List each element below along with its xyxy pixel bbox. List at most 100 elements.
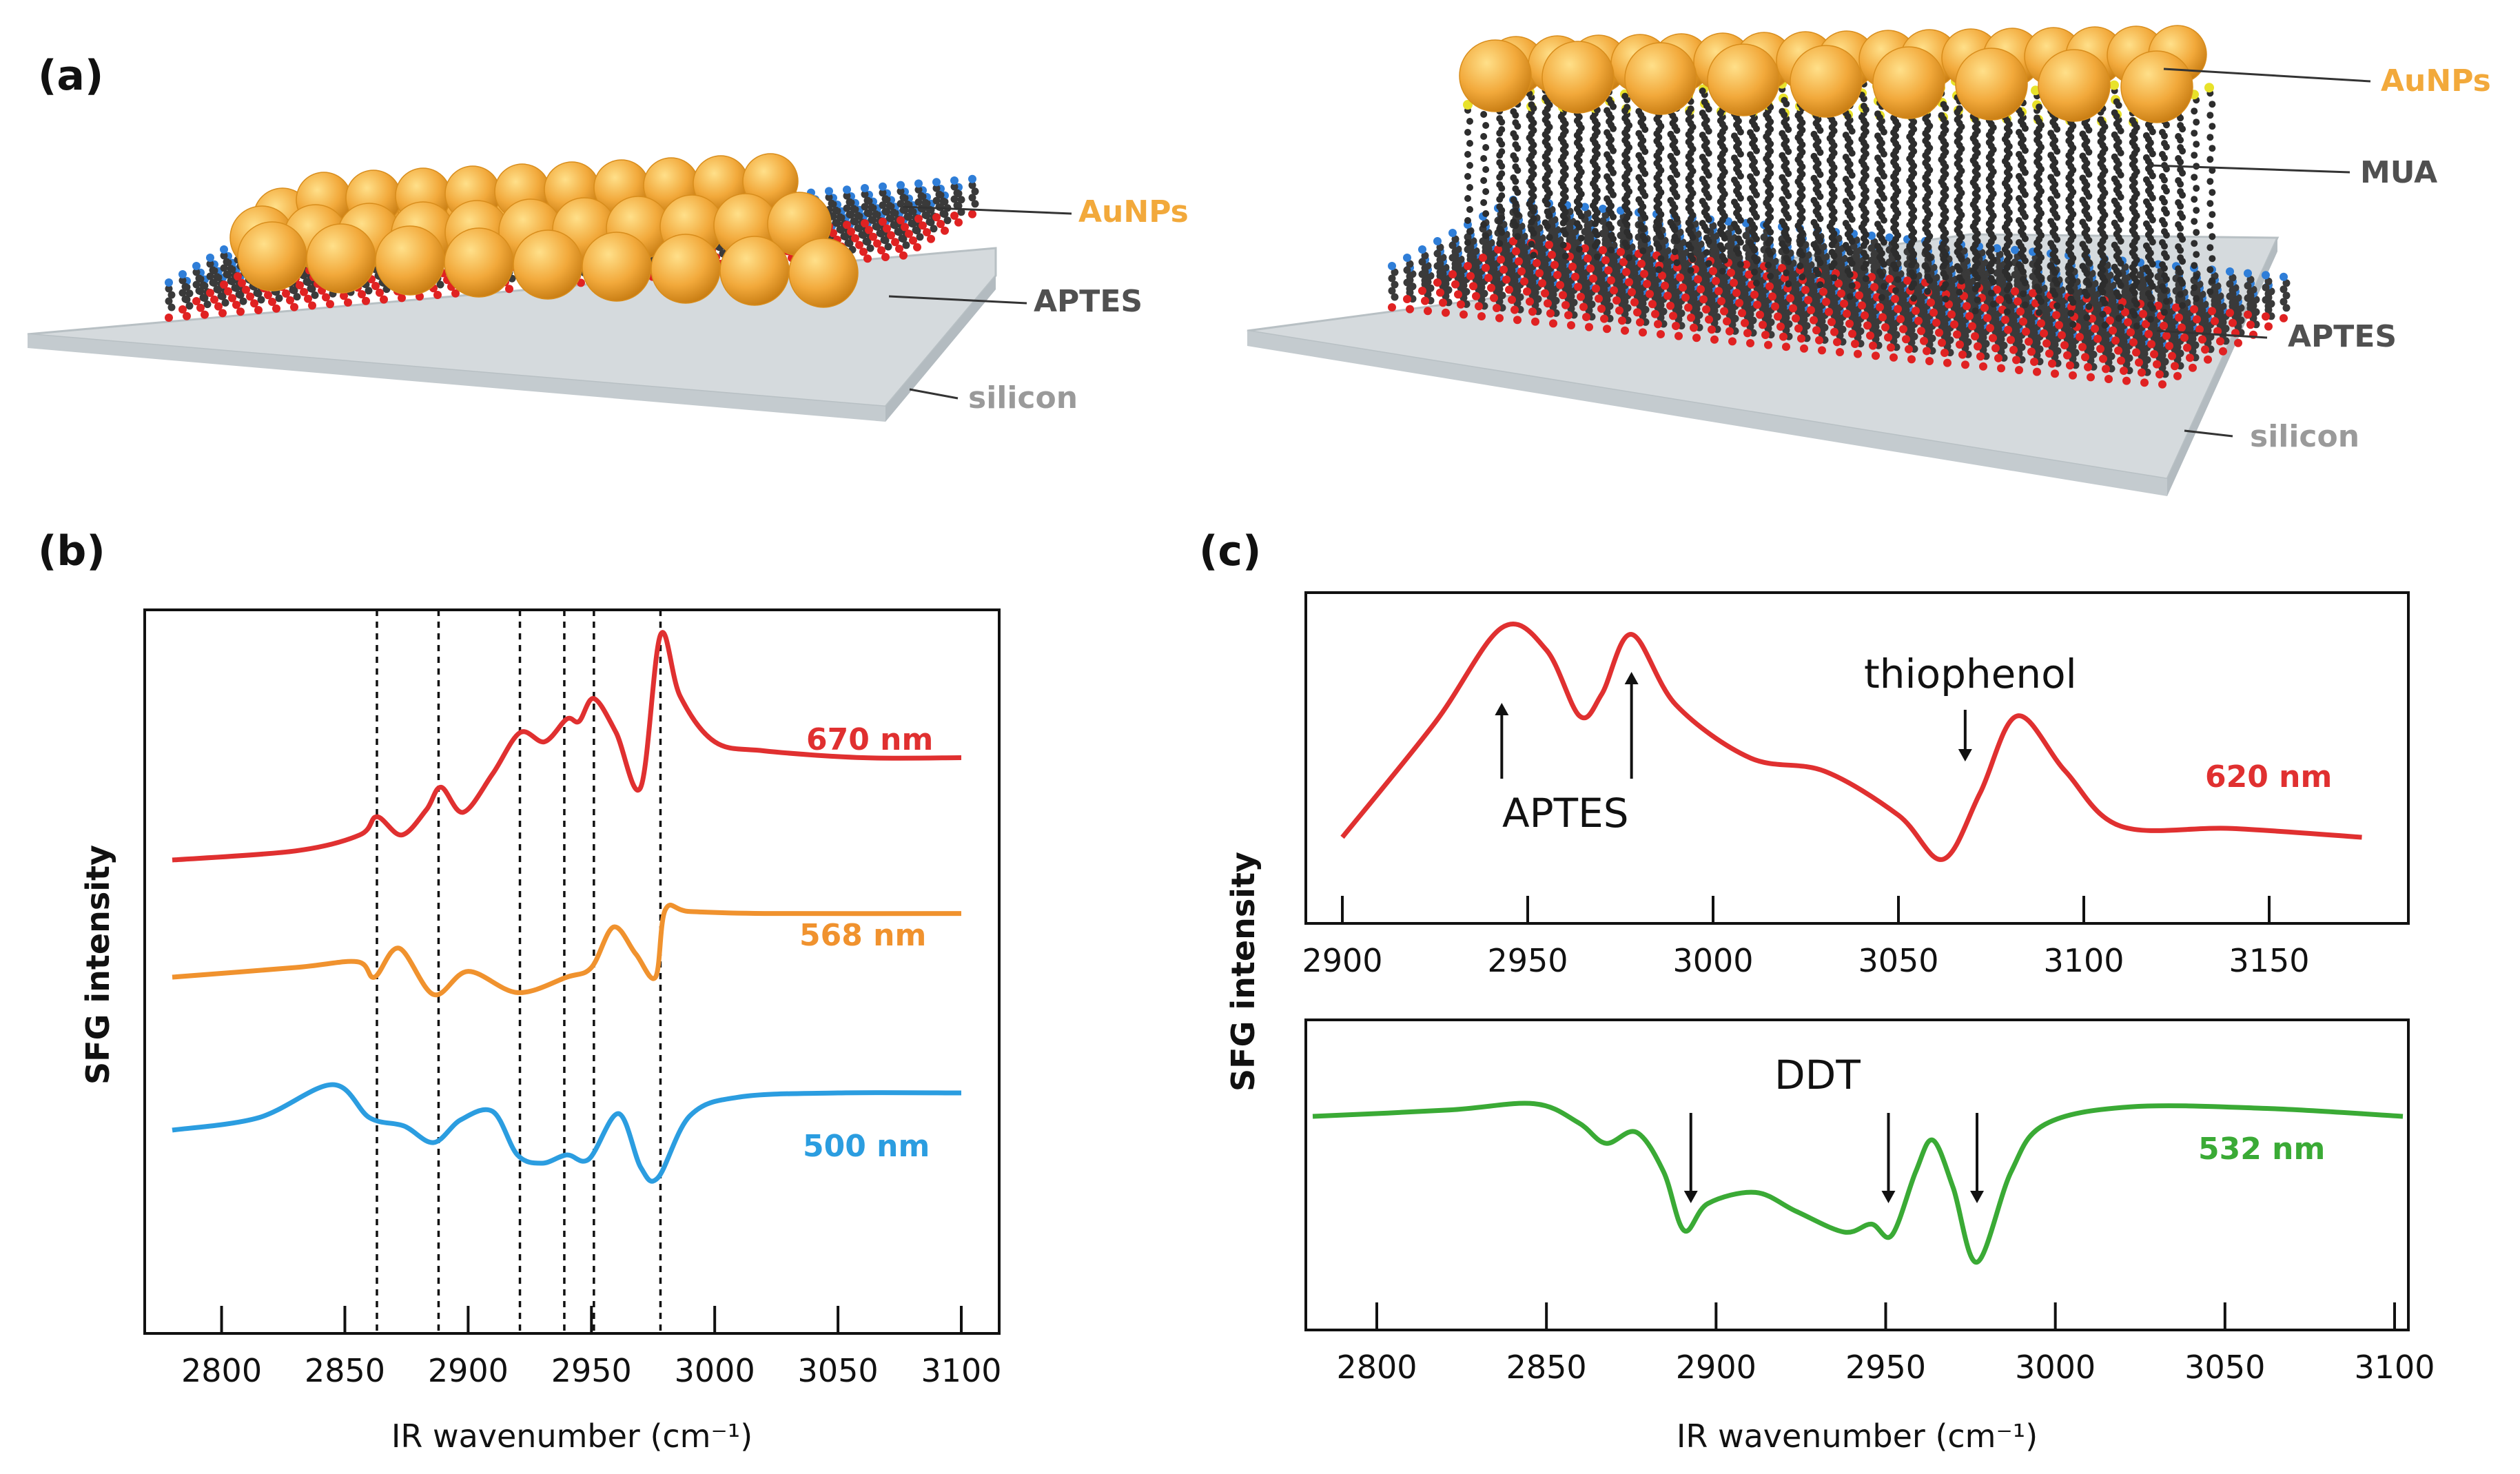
oxygen-atom [210, 295, 218, 304]
carbon-atom [192, 280, 201, 289]
carbon-atom [939, 197, 947, 205]
oxygen-atom [2016, 307, 2025, 316]
oxygen-atom [1515, 257, 1523, 266]
oxygen-atom [1433, 278, 1442, 287]
mua-carbon [1987, 289, 1995, 297]
carbon-atom [899, 206, 908, 214]
mua-carbon [1466, 184, 1473, 191]
oxygen-atom [1464, 262, 1472, 270]
oxygen-atom [1493, 304, 1501, 312]
oxygen-atom [1837, 289, 1845, 298]
oxygen-atom [1603, 325, 1611, 334]
carbon-atom [289, 286, 297, 294]
oxygen-atom [1725, 327, 1734, 336]
mua-carbon [1528, 240, 1535, 248]
oxygen-atom [1442, 308, 1450, 317]
oxygen-atom [941, 226, 949, 235]
oxygen-atom [1996, 295, 2004, 304]
oxygen-atom [1663, 291, 1672, 300]
oxygen-atom [268, 298, 276, 306]
nitrogen-atom [932, 178, 941, 187]
oxygen-atom [2244, 310, 2252, 319]
carbon-atom [1421, 264, 1429, 272]
oxygen-atom [1925, 357, 1934, 365]
mua-carbon [1848, 282, 1856, 289]
carbon-atom [213, 285, 221, 294]
oxygen-atom [1854, 349, 1862, 358]
carbon-atom [1388, 274, 1396, 283]
oxygen-atom [1974, 342, 1982, 351]
oxygen-atom [246, 292, 254, 301]
oxygen-atom [1615, 306, 1623, 315]
carbon-atom [914, 198, 923, 206]
oxygen-atom [2093, 334, 2102, 343]
oxygen-atom [1676, 273, 1684, 282]
oxygen-atom [2004, 325, 2012, 334]
oxygen-atom [1961, 360, 1969, 369]
oxygen-atom [1512, 247, 1520, 256]
carbon-atom [1418, 258, 1426, 266]
oxygen-atom [1550, 260, 1559, 269]
oxygen-atom [1510, 305, 1519, 314]
mua-carbon [1466, 206, 1473, 213]
oxygen-atom [1690, 323, 1698, 332]
carbon-atom [213, 273, 221, 281]
carbon-atom [293, 293, 301, 301]
oxygen-atom [1833, 338, 1841, 347]
oxygen-atom [2180, 334, 2189, 342]
oxygen-atom [1746, 339, 1754, 347]
carbon-atom [223, 270, 231, 278]
nitrogen-atom [825, 187, 833, 196]
oxygen-atom [879, 217, 887, 226]
carbon-atom [1448, 254, 1457, 262]
carbon-atom [167, 291, 176, 299]
gold-nanoparticle [306, 223, 376, 294]
oxygen-atom [2069, 371, 2077, 380]
mua-carbon [1482, 122, 1490, 129]
oxygen-atom [1553, 271, 1561, 279]
carbon-atom [858, 231, 866, 239]
carbon-atom [436, 280, 444, 289]
oxygen-atom [2015, 366, 2023, 374]
oxygen-atom [1582, 313, 1590, 321]
oxygen-atom [927, 234, 935, 243]
oxygen-atom [2078, 342, 2087, 351]
oxygen-atom [897, 216, 905, 225]
silicon-slab-left-edge [885, 276, 996, 422]
oxygen-atom [1679, 283, 1687, 292]
oxygen-atom [1556, 280, 1564, 289]
oxygen-atom [847, 227, 855, 236]
carbon-atom [863, 209, 872, 217]
carbon-atom [876, 229, 884, 237]
mua-carbon [1482, 232, 1490, 239]
oxygen-atom [1774, 312, 1782, 321]
carbon-atom [832, 206, 840, 214]
oxygen-atom [236, 307, 245, 316]
nitrogen-atom [897, 181, 905, 190]
oxygen-atom [2183, 343, 2191, 352]
oxygen-atom [1869, 341, 1877, 350]
oxygen-atom [2052, 311, 2060, 320]
mua-carbon [1783, 269, 1790, 276]
oxygen-atom [2264, 322, 2273, 331]
carbon-atom [879, 189, 887, 197]
oxygen-atom [2117, 356, 2125, 365]
carbon-atom [861, 190, 869, 198]
oxygen-atom [2027, 347, 2036, 356]
mua-carbon [1577, 234, 1585, 242]
oxygen-atom [1568, 263, 1577, 271]
oxygen-atom [1730, 278, 1738, 287]
oxygen-atom [1991, 344, 2000, 353]
mua-carbon [1464, 151, 1471, 158]
mua-carbon [1705, 260, 1712, 267]
oxygen-atom [2109, 326, 2117, 335]
mua-carbon [1482, 166, 1490, 173]
oxygen-atom [1618, 316, 1626, 325]
carbon-atom [195, 287, 203, 295]
oxygen-atom [1546, 309, 1555, 318]
oxygen-atom [913, 243, 921, 252]
oxygen-atom [1851, 340, 1859, 348]
oxygen-atom [1753, 300, 1761, 309]
mua-carbon [1894, 276, 1902, 283]
panel-b-label: (b) [38, 527, 105, 575]
